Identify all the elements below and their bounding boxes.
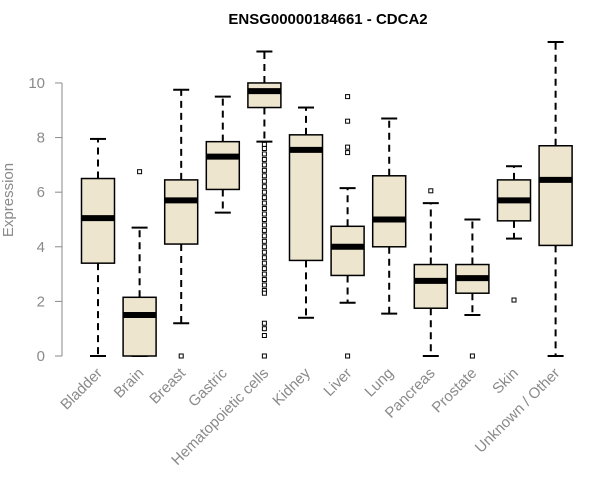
outlier-point — [261, 290, 267, 296]
iqr-box — [288, 134, 324, 262]
iqr-box — [122, 296, 157, 357]
iqr-box — [205, 140, 241, 191]
outlier-point — [261, 260, 267, 266]
iqr-box — [247, 82, 282, 109]
box-hematopoietic-cells — [247, 50, 282, 359]
outlier-point — [511, 297, 517, 303]
outlier-point — [261, 178, 267, 184]
outlier-point — [428, 188, 434, 194]
outlier-point — [261, 233, 267, 239]
outlier-point — [261, 216, 267, 222]
outlier-point — [261, 189, 267, 195]
x-tick-label: Skin — [489, 365, 522, 398]
box-prostate — [455, 218, 490, 359]
x-tick-label: Prostate — [429, 365, 481, 417]
outlier-point — [261, 244, 267, 250]
boxes-group — [80, 41, 573, 359]
iqr-box — [371, 175, 407, 248]
y-tick-label: 4 — [37, 239, 45, 256]
box-skin — [496, 165, 532, 303]
y-tick-label: 8 — [37, 130, 45, 147]
outlier-point — [261, 211, 267, 217]
box-lung — [371, 117, 407, 315]
outlier-point — [261, 206, 267, 212]
outlier-point — [261, 167, 267, 173]
y-tick-label: 2 — [37, 293, 45, 310]
x-tick-label: Kidney — [269, 364, 314, 409]
outlier-point — [345, 353, 351, 359]
y-axis: 0 2 4 6 8 10 — [28, 75, 63, 365]
outlier-point — [345, 118, 351, 124]
outlier-point — [261, 326, 267, 332]
outlier-point — [261, 200, 267, 206]
outlier-point — [261, 156, 267, 162]
x-tick-label: Bladder — [57, 365, 106, 414]
box-liver — [330, 94, 365, 359]
outlier-point — [261, 320, 267, 326]
outlier-point — [261, 184, 267, 190]
outlier-point — [137, 169, 143, 175]
y-tick-label: 0 — [37, 348, 45, 365]
outlier-point — [261, 145, 267, 151]
x-tick-label: Breast — [146, 364, 189, 407]
outlier-point — [261, 249, 267, 255]
outlier-point — [261, 173, 267, 179]
x-tick-label: Liver — [320, 365, 355, 400]
outlier-point — [261, 227, 267, 233]
outlier-point — [261, 151, 267, 157]
box-unknown-other — [538, 41, 573, 357]
y-tick-label: 10 — [28, 75, 45, 92]
outlier-point — [261, 282, 267, 288]
box-breast — [163, 88, 199, 359]
outlier-point — [469, 353, 475, 359]
outlier-point — [345, 150, 351, 156]
outlier-point — [345, 144, 351, 150]
iqr-box — [163, 179, 199, 245]
box-gastric — [205, 95, 241, 214]
outlier-point — [261, 141, 267, 147]
box-bladder — [80, 137, 116, 357]
x-tick-label: Lung — [361, 365, 397, 401]
outlier-point — [261, 277, 267, 283]
outlier-point — [178, 353, 184, 359]
outlier-point — [261, 266, 267, 272]
outlier-point — [261, 238, 267, 244]
outlier-point — [261, 271, 267, 277]
outlier-point — [261, 353, 267, 359]
outlier-point — [261, 222, 267, 228]
outlier-point — [261, 162, 267, 168]
box-brain — [122, 169, 157, 357]
iqr-box — [413, 263, 449, 309]
y-axis-label: Expression — [0, 163, 17, 237]
outlier-point — [261, 195, 267, 201]
y-tick-label: 6 — [37, 184, 45, 201]
box-kidney — [288, 106, 324, 319]
box-pancreas — [413, 188, 449, 357]
outlier-point — [345, 94, 351, 100]
outlier-point — [261, 255, 267, 261]
iqr-box — [330, 225, 365, 277]
chart-title: ENSG00000184661 - CDCA2 — [228, 11, 427, 28]
iqr-box — [538, 145, 573, 247]
x-tick-label: Brain — [111, 365, 148, 402]
outlier-point — [261, 333, 267, 339]
